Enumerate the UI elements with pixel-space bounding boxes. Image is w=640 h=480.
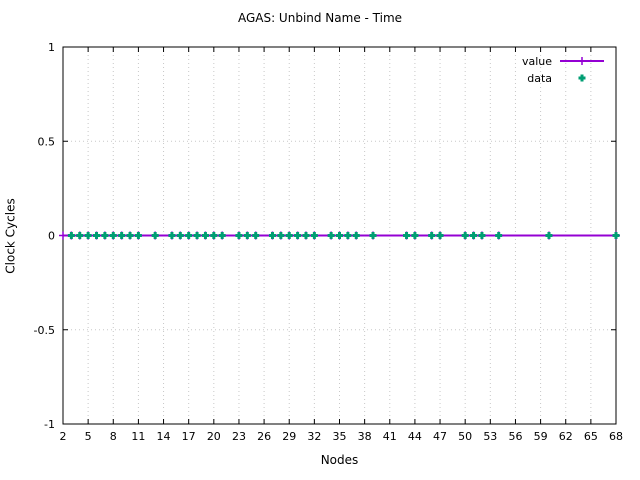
x-tick-label: 29: [282, 430, 296, 443]
y-tick-label: 1: [48, 41, 55, 54]
x-tick-label: 5: [85, 430, 92, 443]
x-tick-label: 59: [534, 430, 548, 443]
y-tick-label: 0.5: [38, 135, 56, 148]
series-data-marker: [252, 232, 260, 239]
x-tick-label: 53: [483, 430, 497, 443]
y-tick-label: 0: [48, 230, 55, 243]
x-tick-label: 47: [433, 430, 447, 443]
x-tick-label: 32: [307, 430, 321, 443]
series-data-marker: [76, 232, 84, 239]
series-data-marker: [369, 232, 377, 239]
x-tick-label: 65: [584, 430, 598, 443]
series-value-marker: [59, 231, 67, 240]
y-axis-label-wrap: Clock Cycles: [0, 47, 22, 424]
x-tick-label: 35: [333, 430, 347, 443]
series-data-marker: [327, 232, 335, 239]
x-tick-label: 62: [559, 430, 573, 443]
x-tick-label: 50: [458, 430, 472, 443]
series-data-marker: [352, 232, 360, 239]
series-data-marker: [294, 232, 302, 239]
series-data-marker: [235, 232, 243, 239]
chart-title: AGAS: Unbind Name - Time: [237, 11, 403, 25]
series-data-marker: [168, 232, 176, 239]
y-tick-label: -1: [44, 418, 55, 431]
x-tick-label: 56: [508, 430, 522, 443]
series-data-marker: [185, 232, 193, 239]
x-tick-label: 11: [131, 430, 145, 443]
series-data-marker: [310, 232, 318, 239]
y-tick-label: -0.5: [34, 324, 55, 337]
x-tick-label: 44: [408, 430, 422, 443]
series-data-marker: [344, 232, 352, 239]
legend-label-data: data: [527, 72, 552, 85]
series-data-marker: [403, 232, 411, 239]
series-data-marker: [545, 232, 553, 239]
y-axis-label: Clock Cycles: [4, 197, 18, 274]
series-data-marker: [193, 232, 201, 239]
series-data-marker: [243, 232, 251, 239]
series-data-marker: [268, 232, 276, 239]
legend-sample-marker-data: [578, 74, 586, 82]
series-data: [67, 232, 620, 239]
series-data-marker: [470, 232, 478, 239]
x-tick-label: 14: [157, 430, 171, 443]
legend-label-value: value: [522, 55, 552, 68]
series-data-marker: [118, 232, 126, 239]
series-data-marker: [126, 232, 134, 239]
x-tick-label: 23: [232, 430, 246, 443]
x-axis-label: Nodes: [320, 453, 359, 467]
series-data-marker: [201, 232, 209, 239]
legend: value data: [522, 55, 604, 85]
series-data-marker: [210, 232, 218, 239]
series-data-marker: [461, 232, 469, 239]
tick-labels: 2 5 8 11 14 17 20 23 26 29 32 35 38 41 44 47 50 53 56 59 62 6…: [34, 41, 623, 443]
x-tick-label: 26: [257, 430, 271, 443]
x-tick-label: 17: [182, 430, 196, 443]
x-tick-label: 2: [60, 430, 67, 443]
series-data-marker: [336, 232, 343, 239]
series-data-marker: [109, 232, 117, 239]
series-data-marker: [176, 232, 184, 239]
series-data-marker: [151, 232, 159, 239]
legend-entry-value: value: [522, 55, 604, 68]
series-data-marker: [67, 232, 75, 239]
series-data-marker: [478, 232, 486, 239]
x-tick-label: 68: [609, 430, 623, 443]
series-data-marker: [84, 232, 92, 239]
series-data-marker: [218, 232, 226, 239]
x-tick-label: 41: [383, 430, 397, 443]
x-tick-label: 8: [110, 430, 117, 443]
x-tick-label: 38: [358, 430, 372, 443]
series-data-marker: [101, 232, 109, 239]
series-data-marker: [612, 232, 620, 239]
series-data-marker: [411, 232, 419, 239]
series-data-marker: [302, 232, 310, 239]
series-data-marker: [93, 232, 101, 239]
series-data-marker: [436, 232, 444, 239]
series-data-marker: [495, 232, 503, 239]
x-tick-label: 20: [207, 430, 221, 443]
series-data-marker: [285, 232, 293, 239]
series-data-marker: [428, 232, 436, 239]
series-data-marker: [134, 232, 142, 239]
legend-entry-data: data: [527, 72, 586, 85]
series-data-marker: [277, 232, 285, 239]
legend-sample-marker-value: [578, 57, 586, 65]
